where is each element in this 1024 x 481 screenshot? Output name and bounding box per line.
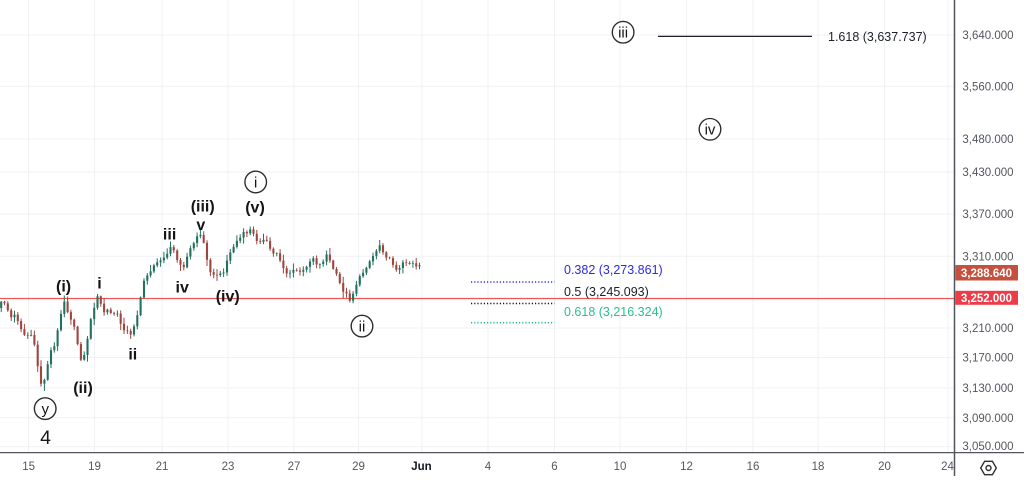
svg-text:0.382 (3,273.861): 0.382 (3,273.861) bbox=[564, 263, 663, 277]
svg-text:(v): (v) bbox=[245, 199, 265, 216]
svg-text:iii: iii bbox=[618, 25, 628, 42]
svg-text:20: 20 bbox=[878, 461, 891, 473]
svg-text:19: 19 bbox=[88, 461, 101, 473]
svg-text:iii: iii bbox=[163, 227, 176, 244]
svg-text:3,130.000: 3,130.000 bbox=[962, 383, 1013, 395]
svg-text:3,430.000: 3,430.000 bbox=[962, 167, 1013, 179]
svg-text:10: 10 bbox=[614, 461, 627, 473]
svg-text:4: 4 bbox=[40, 427, 51, 449]
svg-text:16: 16 bbox=[747, 461, 760, 473]
svg-text:(ii): (ii) bbox=[73, 380, 93, 397]
svg-text:3,170.000: 3,170.000 bbox=[962, 353, 1013, 365]
svg-text:3,480.000: 3,480.000 bbox=[962, 134, 1013, 146]
svg-text:3,090.000: 3,090.000 bbox=[962, 413, 1013, 425]
svg-text:1.618 (3,637.737): 1.618 (3,637.737) bbox=[828, 30, 927, 44]
svg-text:24: 24 bbox=[941, 461, 954, 473]
svg-text:y: y bbox=[41, 401, 49, 418]
svg-text:12: 12 bbox=[680, 461, 693, 473]
svg-text:0.5 (3,245.093): 0.5 (3,245.093) bbox=[564, 285, 649, 299]
svg-text:3,640.000: 3,640.000 bbox=[962, 30, 1013, 42]
svg-text:3,210.000: 3,210.000 bbox=[962, 323, 1013, 335]
svg-text:27: 27 bbox=[288, 461, 301, 473]
svg-text:29: 29 bbox=[352, 461, 365, 473]
svg-text:6: 6 bbox=[551, 461, 557, 473]
svg-text:Jun: Jun bbox=[411, 461, 431, 473]
svg-text:3,560.000: 3,560.000 bbox=[962, 82, 1013, 94]
svg-text:(iii): (iii) bbox=[191, 198, 215, 215]
svg-text:21: 21 bbox=[156, 461, 169, 473]
svg-text:15: 15 bbox=[22, 461, 35, 473]
svg-text:i: i bbox=[254, 174, 257, 191]
svg-text:4: 4 bbox=[485, 461, 492, 473]
svg-text:(i): (i) bbox=[56, 278, 71, 295]
svg-text:(iv): (iv) bbox=[216, 289, 240, 306]
svg-text:0.618 (3,216.324): 0.618 (3,216.324) bbox=[564, 305, 663, 319]
svg-text:i: i bbox=[97, 275, 101, 292]
svg-text:23: 23 bbox=[222, 461, 235, 473]
svg-text:iv: iv bbox=[705, 122, 716, 139]
svg-text:iv: iv bbox=[176, 280, 189, 297]
svg-text:3,370.000: 3,370.000 bbox=[962, 209, 1013, 221]
svg-text:18: 18 bbox=[812, 461, 825, 473]
svg-text:v: v bbox=[196, 217, 205, 234]
svg-text:3,310.000: 3,310.000 bbox=[962, 252, 1013, 264]
svg-text:ii: ii bbox=[128, 347, 137, 364]
svg-text:3,050.000: 3,050.000 bbox=[962, 441, 1013, 453]
svg-text:ii: ii bbox=[359, 318, 366, 335]
svg-text:3,288.640: 3,288.640 bbox=[961, 268, 1012, 280]
svg-text:3,252.000: 3,252.000 bbox=[961, 293, 1012, 305]
